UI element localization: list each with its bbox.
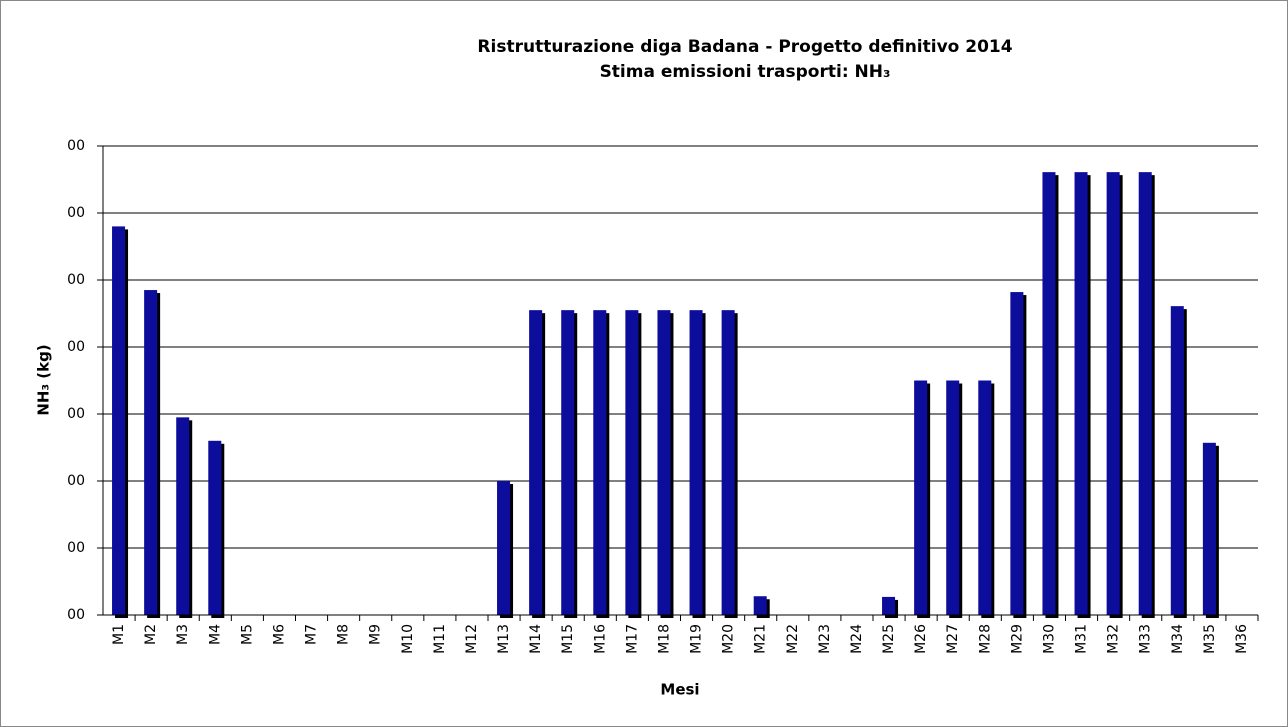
- y-tick-label: 00: [67, 607, 85, 623]
- bar: [946, 380, 960, 615]
- x-tick-label: M12: [464, 624, 480, 654]
- x-tick-label: M26: [913, 624, 929, 654]
- x-tick-label: M1: [111, 624, 127, 645]
- x-tick-label: M15: [560, 624, 576, 654]
- y-tick-label: 00: [67, 473, 85, 489]
- x-axis-title: Mesi: [660, 681, 699, 699]
- x-tick-label: M34: [1170, 624, 1186, 654]
- x-tick-label: M6: [271, 624, 287, 645]
- x-tick-label: M32: [1106, 624, 1122, 654]
- x-tick-label: M33: [1138, 624, 1154, 654]
- bar: [144, 290, 158, 615]
- x-tick-label: M25: [881, 624, 897, 654]
- x-tick-label: M20: [721, 624, 737, 654]
- x-tick-label: M5: [239, 624, 255, 645]
- bar: [914, 380, 928, 615]
- x-tick-label: M7: [304, 624, 320, 645]
- x-tick-label: M4: [207, 624, 223, 645]
- x-tick-label: M35: [1202, 624, 1218, 654]
- x-tick-label: M24: [849, 624, 865, 654]
- x-tick-label: M30: [1041, 624, 1057, 654]
- bar: [529, 310, 543, 615]
- x-tick-label: M36: [1234, 624, 1250, 654]
- y-tick-label: 00: [67, 339, 85, 355]
- y-tick-label: 00: [67, 205, 85, 221]
- bar: [1106, 172, 1120, 615]
- x-tick-label: M16: [592, 624, 608, 654]
- chart-title: Ristrutturazione diga Badana - Progetto …: [477, 37, 1012, 57]
- x-tick-label: M13: [496, 624, 512, 654]
- x-tick-label: M2: [143, 624, 159, 645]
- bar: [978, 380, 992, 615]
- x-tick-label: M22: [785, 624, 801, 654]
- x-tick-label: M9: [368, 624, 384, 645]
- x-tick-label: M8: [336, 624, 352, 645]
- chart-subtitle: Stima emissioni trasporti: NH₃: [600, 62, 891, 82]
- x-tick-label: M18: [656, 624, 672, 654]
- x-tick-label: M21: [753, 624, 769, 654]
- bar: [657, 310, 671, 615]
- y-tick-label: 00: [67, 540, 85, 556]
- bar: [1170, 306, 1184, 615]
- x-tick-label: M31: [1074, 624, 1090, 654]
- bar: [497, 481, 511, 615]
- bar: [625, 310, 639, 615]
- x-tick-label: M23: [817, 624, 833, 654]
- bar: [1042, 172, 1056, 615]
- bar: [1138, 172, 1152, 615]
- bar: [112, 226, 126, 615]
- x-tick-label: M29: [1009, 624, 1025, 654]
- bar: [882, 596, 896, 615]
- y-axis-title: NH₃ (kg): [35, 344, 53, 415]
- y-tick-label: 00: [67, 406, 85, 422]
- bar: [593, 310, 607, 615]
- y-tick-label: 00: [67, 272, 85, 288]
- x-tick-label: M11: [432, 624, 448, 654]
- x-tick-label: M3: [175, 624, 191, 645]
- bar: [1202, 442, 1216, 615]
- bar: [1074, 172, 1088, 615]
- bar: [176, 417, 190, 615]
- bar: [753, 596, 767, 615]
- bar: [561, 310, 575, 615]
- x-tick-label: M28: [977, 624, 993, 654]
- bar: [689, 310, 703, 615]
- x-tick-label: M17: [624, 624, 640, 654]
- bar: [208, 440, 222, 615]
- bar: [721, 310, 735, 615]
- x-tick-label: M10: [400, 624, 416, 654]
- x-tick-label: M27: [945, 624, 961, 654]
- y-tick-label: 00: [67, 138, 85, 154]
- x-tick-label: M14: [528, 624, 544, 654]
- bar: [1010, 292, 1024, 615]
- x-tick-label: M19: [689, 624, 705, 654]
